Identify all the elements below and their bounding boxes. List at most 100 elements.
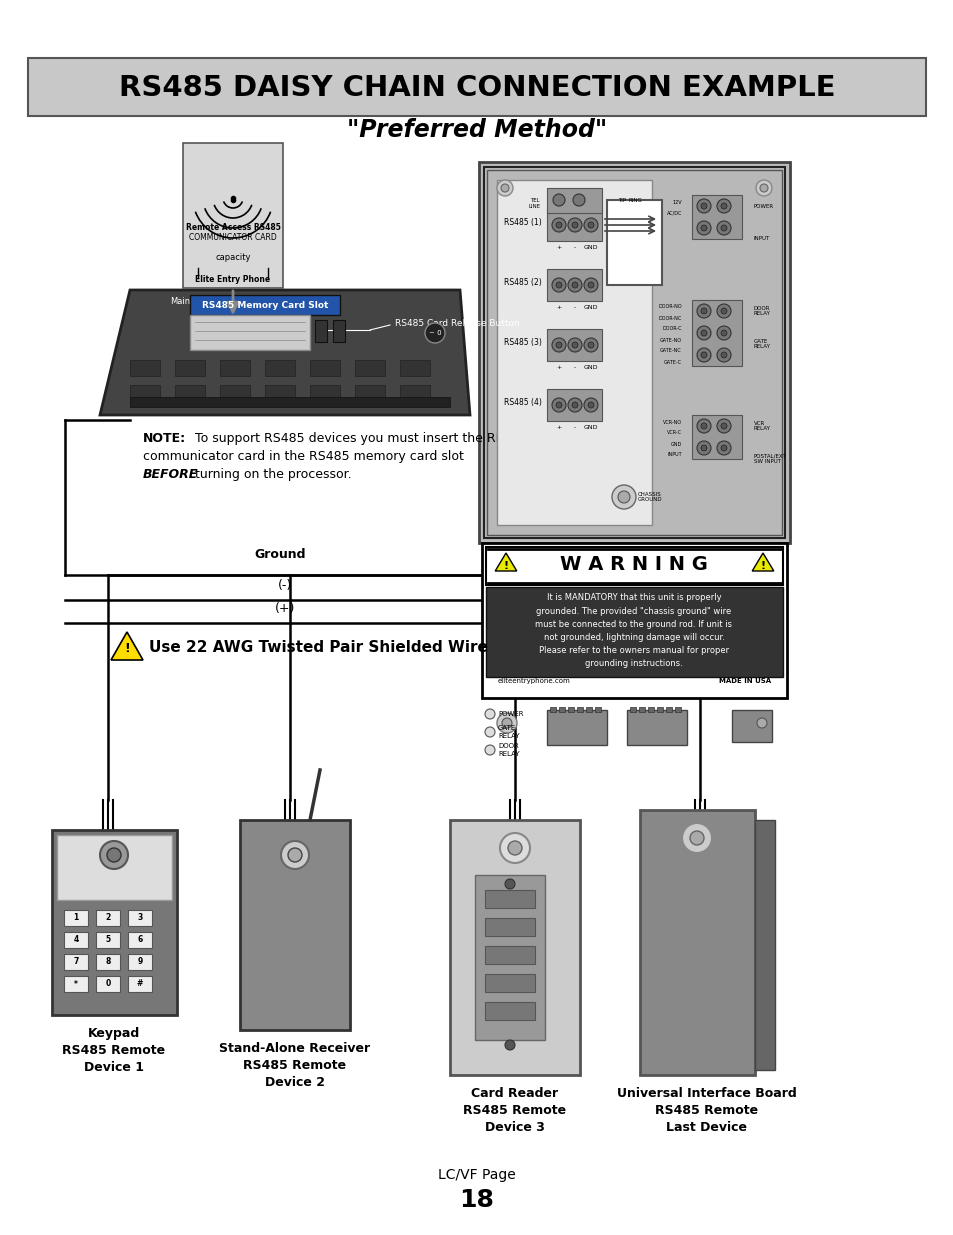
Text: W A R N I N G: W A R N I N G	[559, 556, 707, 574]
Bar	[691, 415, 741, 459]
Text: +: +	[556, 305, 561, 310]
Text: -: -	[574, 305, 576, 310]
Circle shape	[720, 424, 726, 429]
Circle shape	[484, 709, 495, 719]
Circle shape	[504, 1040, 515, 1050]
Bar	[484, 890, 535, 908]
Text: Card Reader
RS485 Remote
Device 3: Card Reader RS485 Remote Device 3	[463, 1087, 566, 1134]
Circle shape	[100, 841, 128, 869]
Text: +: +	[556, 425, 561, 430]
Bar	[485, 547, 782, 585]
Circle shape	[484, 727, 495, 737]
Text: INPUT: INPUT	[753, 236, 769, 242]
Text: GATE-NC: GATE-NC	[659, 348, 681, 353]
Bar	[355, 385, 385, 401]
Bar	[639, 810, 754, 1074]
Circle shape	[567, 219, 581, 232]
Circle shape	[552, 338, 565, 352]
Circle shape	[552, 278, 565, 291]
Text: !: !	[503, 561, 508, 572]
Circle shape	[499, 832, 530, 863]
Bar	[190, 315, 310, 350]
Bar	[675, 706, 680, 713]
Circle shape	[497, 713, 517, 734]
Bar	[665, 706, 671, 713]
Text: capacity: capacity	[215, 253, 251, 263]
Circle shape	[573, 194, 584, 206]
Text: RS485 (3): RS485 (3)	[503, 338, 541, 347]
Bar	[220, 385, 250, 401]
Bar	[96, 932, 120, 948]
Text: 18: 18	[459, 1188, 494, 1212]
Text: GATE-C: GATE-C	[663, 359, 681, 364]
Text: RING: RING	[627, 198, 641, 203]
Text: To support RS485 devices you must insert the RF: To support RS485 devices you must insert…	[191, 432, 502, 445]
Circle shape	[720, 445, 726, 451]
Circle shape	[700, 424, 706, 429]
Bar	[64, 976, 88, 992]
Circle shape	[697, 348, 710, 362]
Polygon shape	[751, 553, 773, 571]
Text: Use 22 AWG Twisted Pair Shielded Wire: Use 22 AWG Twisted Pair Shielded Wire	[149, 641, 487, 656]
Text: GND: GND	[583, 366, 598, 370]
Circle shape	[583, 219, 598, 232]
Text: 12V: 12V	[672, 200, 681, 205]
Bar	[558, 706, 564, 713]
Circle shape	[583, 338, 598, 352]
Text: CHASSIS
GROUND: CHASSIS GROUND	[638, 492, 662, 503]
Circle shape	[587, 222, 594, 228]
Circle shape	[720, 225, 726, 231]
Text: RS485 (1): RS485 (1)	[504, 219, 541, 227]
Bar	[28, 58, 925, 116]
Bar	[399, 359, 430, 375]
Text: AC/DC: AC/DC	[666, 210, 681, 215]
Circle shape	[556, 403, 561, 408]
FancyArrowPatch shape	[228, 290, 237, 312]
Text: 8: 8	[105, 957, 111, 967]
Polygon shape	[100, 290, 470, 415]
Circle shape	[424, 324, 444, 343]
Bar	[450, 820, 579, 1074]
Text: (+): (+)	[274, 601, 294, 615]
Circle shape	[552, 398, 565, 412]
Bar	[481, 543, 786, 698]
Circle shape	[507, 841, 521, 855]
Bar	[128, 932, 152, 948]
Circle shape	[107, 848, 121, 862]
Bar	[52, 830, 177, 1015]
Circle shape	[572, 403, 578, 408]
Bar	[128, 953, 152, 969]
Bar	[183, 143, 283, 288]
Circle shape	[572, 342, 578, 348]
Text: MADE IN USA: MADE IN USA	[719, 678, 770, 684]
Text: +: +	[556, 366, 561, 370]
Bar	[174, 385, 205, 401]
Text: VCR-C: VCR-C	[666, 431, 681, 436]
Bar	[577, 706, 582, 713]
Text: "Preferred Method": "Preferred Method"	[347, 119, 606, 142]
Polygon shape	[111, 632, 143, 659]
Circle shape	[751, 713, 771, 734]
Bar	[64, 932, 88, 948]
Bar	[585, 706, 592, 713]
Circle shape	[700, 225, 706, 231]
Bar	[546, 329, 601, 361]
Polygon shape	[495, 553, 517, 571]
Text: Elite Entry Phone: Elite Entry Phone	[195, 275, 271, 284]
Text: 2: 2	[105, 914, 111, 923]
Circle shape	[697, 419, 710, 433]
Bar	[657, 706, 662, 713]
Circle shape	[697, 221, 710, 235]
Circle shape	[720, 203, 726, 209]
Text: INPUT: INPUT	[667, 452, 681, 457]
Bar	[128, 976, 152, 992]
Circle shape	[717, 348, 730, 362]
Text: eliteentryphone.com: eliteentryphone.com	[497, 678, 570, 684]
Bar	[174, 359, 205, 375]
Bar	[731, 710, 771, 742]
Bar	[483, 167, 784, 538]
Bar	[310, 385, 339, 401]
Text: DOOR-NC: DOOR-NC	[659, 315, 681, 321]
Bar	[754, 820, 774, 1070]
Bar	[484, 1002, 535, 1020]
